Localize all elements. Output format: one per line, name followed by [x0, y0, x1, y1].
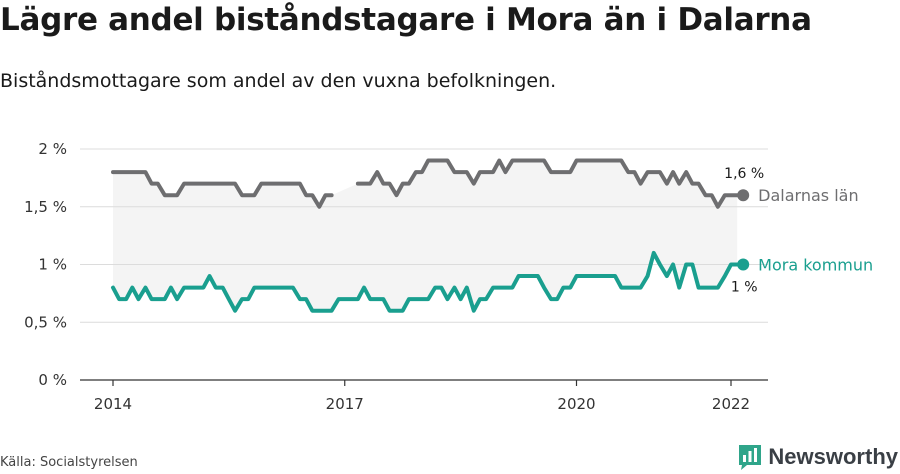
range-band — [113, 160, 738, 311]
x-tick-label: 2014 — [94, 395, 132, 413]
y-tick-label: 2 % — [38, 140, 67, 158]
series-line-mora — [111, 250, 740, 313]
brand-name: Newsworthy — [768, 444, 898, 469]
y-tick-label: 1 % — [38, 256, 67, 274]
series-lines — [111, 158, 740, 313]
brand-logo[interactable]: Newsworthy — [737, 443, 898, 471]
y-axis-ticks: 0 % 0,5 % 1 % 1,5 % 2 % — [24, 140, 67, 389]
series-name-label: Dalarnas län — [758, 186, 858, 205]
source-note: Källa: Socialstyrelsen — [0, 455, 138, 470]
series-name-label: Mora kommun — [758, 256, 873, 275]
gridlines — [80, 148, 768, 323]
series-line-dalarna — [111, 170, 334, 209]
y-tick-label: 0,5 % — [24, 313, 67, 331]
x-tick-label: 2017 — [326, 395, 364, 413]
y-tick-label: 0 % — [38, 371, 67, 389]
x-axis: 2014 2017 2020 2022 — [80, 379, 768, 413]
series-end-dot — [737, 258, 750, 271]
chart-subtitle: Biståndsmottagare som andel av den vuxna… — [0, 70, 557, 92]
series-line-dalarna — [355, 158, 740, 209]
newsworthy-logo-icon — [739, 445, 762, 470]
chart-title: Lägre andel biståndstagare i Mora än i D… — [0, 2, 812, 38]
series-end-value: 1,6 % — [724, 166, 764, 182]
x-tick-label: 2020 — [557, 395, 595, 413]
series-end-value: 1 % — [731, 280, 758, 296]
x-tick-label: 2022 — [712, 395, 750, 413]
y-tick-label: 1,5 % — [24, 198, 67, 216]
band-area — [113, 160, 738, 311]
series-end-dot — [737, 189, 750, 202]
